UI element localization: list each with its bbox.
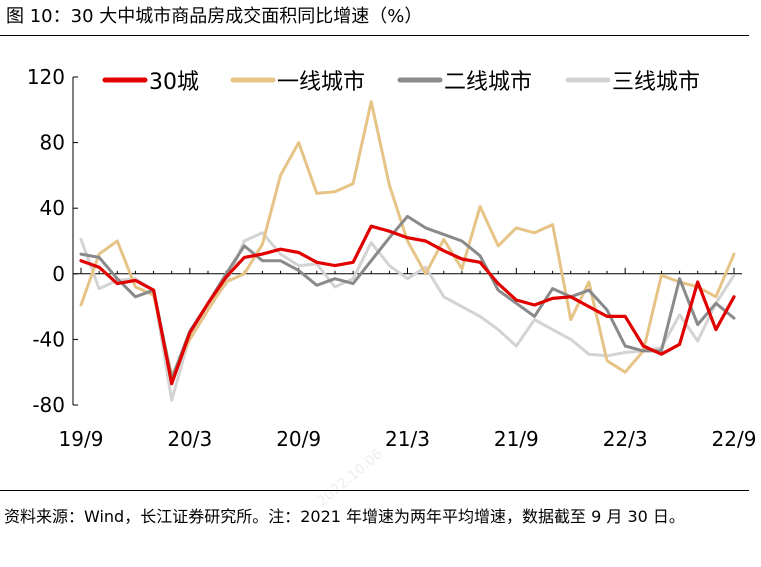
series-line-s30 [79, 224, 736, 386]
x-tick-label: 20/3 [167, 427, 212, 451]
y-tick-label: 40 [40, 196, 65, 220]
y-tick-label: -80 [32, 393, 65, 417]
y-tick-label: 120 [27, 65, 65, 89]
x-tick-label: 20/9 [276, 427, 321, 451]
y-tick-label: -40 [32, 327, 65, 351]
source-divider [0, 490, 749, 491]
line-chart: 120 80 40 0 -40 -80 19/9 20/3 20/9 21/3 21/9 22/3 22… [27, 65, 757, 451]
legend-label-tier3: 三线城市 [612, 70, 700, 95]
legend-label-tier2: 二线城市 [444, 70, 532, 95]
y-tick-label: 0 [52, 262, 65, 286]
series-line-tier3 [79, 231, 736, 402]
legend-label-tier1: 一线城市 [277, 70, 365, 95]
title-divider [0, 35, 749, 36]
x-tick-label: 22/9 [712, 427, 757, 451]
legend-label-s30: 30城 [149, 70, 199, 95]
x-tick-label: 21/3 [385, 427, 430, 451]
y-tick-label: 80 [40, 131, 65, 155]
x-tick-label: 19/9 [59, 427, 104, 451]
x-tick-label: 22/3 [603, 427, 648, 451]
source-note: 资料来源：Wind，长江证券研究所。注：2021 年增速为两年平均增速，数据截至… [4, 507, 685, 526]
figure-title: 图 10：30 大中城市商品房成交面积同比增速（%） [6, 6, 423, 27]
series-line-tier1 [79, 100, 736, 377]
x-tick-label: 21/9 [494, 427, 539, 451]
